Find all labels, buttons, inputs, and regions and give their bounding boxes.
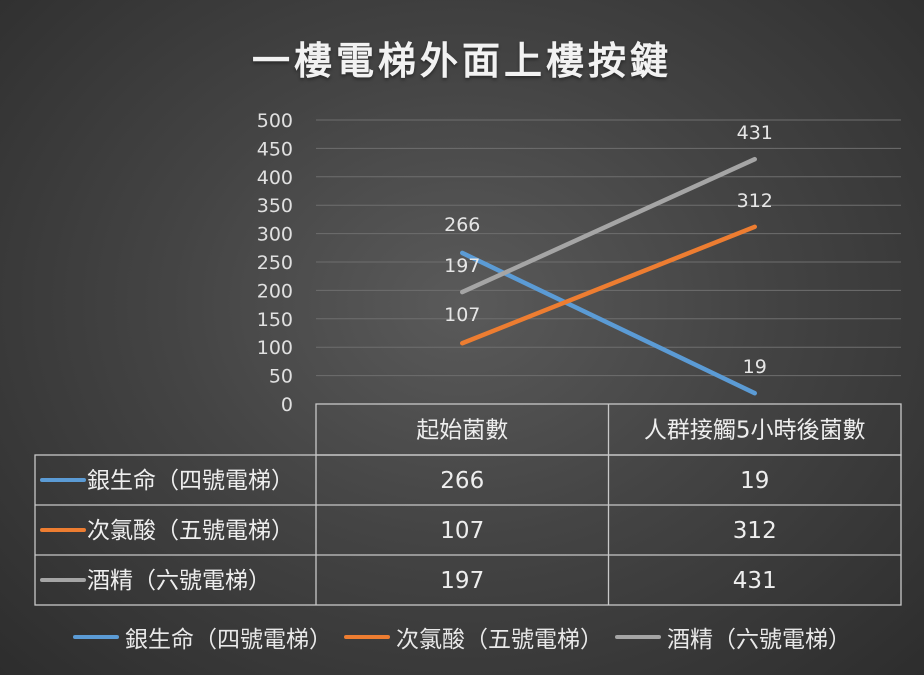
- series-line: [460, 156, 757, 295]
- y-tick-label: 300: [257, 224, 293, 246]
- data-label: 431: [737, 122, 773, 144]
- table-body-box: [34, 454, 902, 606]
- y-tick-label: 200: [257, 280, 293, 302]
- data-labels: 266 19 107 312 197 431: [444, 122, 773, 378]
- data-label: 19: [743, 356, 767, 378]
- legend: 銀生命（四號電梯） 次氯酸（五號電梯） 酒精（六號電梯）: [0, 620, 924, 654]
- chart-title: 一樓電梯外面上樓按鍵: [251, 39, 672, 83]
- y-tick-label: 150: [257, 309, 293, 331]
- legend-label: 次氯酸（五號電梯）: [396, 627, 603, 653]
- legend-swatch: [615, 635, 661, 639]
- y-tick-label: 450: [257, 138, 293, 160]
- legend-item: 次氯酸（五號電梯）: [344, 620, 603, 654]
- legend-label: 銀生命（四號電梯）: [125, 627, 332, 653]
- table-series-name: 次氯酸（五號電梯）: [87, 518, 294, 544]
- data-label: 197: [444, 255, 480, 277]
- table-cell-value: 197: [440, 568, 484, 594]
- series-lines: [460, 156, 757, 396]
- series-line: [460, 250, 757, 396]
- y-tick-label: 250: [257, 252, 293, 274]
- legend-label: 酒精（六號電梯）: [667, 627, 851, 653]
- y-tick-label: 50: [269, 366, 293, 388]
- grid-lines: [316, 119, 901, 377]
- y-tick-label: 500: [257, 110, 293, 132]
- data-label: 312: [737, 190, 773, 212]
- y-tick-label: 400: [257, 167, 293, 189]
- legend-item: 銀生命（四號電梯）: [73, 620, 332, 654]
- y-tick-label: 350: [257, 195, 293, 217]
- table-cell-value: 431: [733, 568, 777, 594]
- table-cell-value: 266: [440, 468, 484, 494]
- series-line: [460, 224, 757, 346]
- table-cell-value: 107: [440, 518, 484, 544]
- category-label: 起始菌數: [416, 418, 508, 444]
- y-tick-label: 100: [257, 337, 293, 359]
- legend-item: 酒精（六號電梯）: [615, 620, 851, 654]
- table-series-name: 酒精（六號電梯）: [87, 568, 271, 594]
- legend-swatch: [344, 635, 390, 639]
- y-tick-label: 0: [281, 394, 293, 416]
- legend-swatch: [73, 635, 119, 639]
- table-cell-value: 312: [733, 518, 777, 544]
- table-cell-value: 19: [740, 468, 769, 494]
- data-label: 266: [444, 214, 480, 236]
- data-label: 107: [444, 304, 480, 326]
- category-label: 人群接觸5小時後菌數: [644, 418, 866, 444]
- table-series-name: 銀生命（四號電梯）: [87, 468, 294, 494]
- y-axis-ticks: 0 50 100 150 200 250 300 350 400 450 500: [257, 110, 293, 416]
